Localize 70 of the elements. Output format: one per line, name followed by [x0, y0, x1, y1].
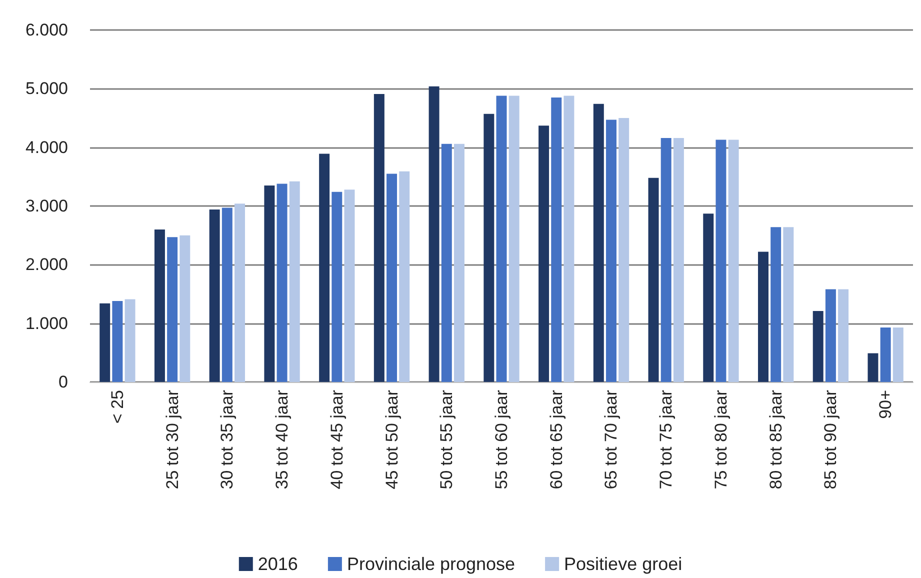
x-tick-label: 85 tot 90 jaar — [821, 390, 840, 490]
bar — [892, 327, 904, 382]
x-tick-label: 50 tot 55 jaar — [437, 390, 456, 490]
bar — [319, 154, 330, 382]
x-tick-label: 40 tot 45 jaar — [327, 390, 346, 490]
x-tick-label: 70 tot 75 jaar — [656, 390, 676, 490]
x-tick-label: 55 tot 60 jaar — [492, 390, 511, 490]
x-tick-label: 25 tot 30 jaar — [162, 390, 182, 490]
x-tick-label: 75 tot 80 jaar — [711, 390, 730, 490]
bar — [593, 104, 604, 382]
y-tick-label: 3.000 — [25, 196, 68, 216]
bar — [167, 237, 178, 382]
bar — [880, 327, 891, 382]
bar — [484, 114, 494, 382]
bar — [758, 252, 768, 382]
bar — [374, 94, 384, 382]
bar — [728, 140, 739, 382]
bar — [154, 229, 165, 382]
bar — [234, 204, 245, 382]
bar — [344, 190, 355, 382]
x-tick-label: 90+ — [876, 390, 896, 419]
bar — [812, 311, 824, 382]
y-tick-label: 6.000 — [25, 20, 68, 40]
bar — [441, 144, 452, 382]
bar — [112, 301, 123, 382]
y-tick-label: 0 — [58, 372, 68, 392]
bar — [209, 210, 220, 382]
bar — [496, 96, 507, 382]
bar — [618, 118, 630, 382]
x-tick-label: 80 tot 85 jaar — [766, 390, 786, 490]
bar — [264, 185, 275, 382]
bar — [551, 97, 562, 382]
y-tick-label: 2.000 — [25, 255, 68, 274]
x-tick-label: 60 tot 65 jaar — [546, 390, 566, 490]
bar — [332, 192, 342, 382]
y-tick-label: 4.000 — [25, 138, 68, 157]
bar — [838, 289, 849, 382]
legend-label: Provinciale prognose — [346, 554, 516, 574]
bar — [606, 120, 616, 382]
bar — [222, 208, 232, 382]
x-tick-label: 35 tot 40 jaar — [272, 390, 292, 490]
bar — [100, 303, 110, 382]
x-tick-label: 65 tot 70 jaar — [602, 390, 621, 490]
bar — [386, 174, 398, 382]
bar — [783, 227, 794, 382]
x-tick-label: 45 tot 50 jaar — [382, 390, 402, 490]
bar — [703, 214, 714, 382]
bar — [868, 353, 878, 382]
bar — [276, 184, 288, 382]
legend-label: 2016 — [258, 554, 298, 574]
x-tick-label: 30 tot 35 jaar — [218, 390, 237, 490]
bar — [648, 178, 659, 382]
bar — [399, 171, 410, 382]
y-tick-label: 1.000 — [25, 314, 68, 333]
bar — [428, 86, 440, 382]
bar — [564, 96, 574, 382]
y-tick-label: 5.000 — [25, 79, 68, 98]
x-tick-label: < 25 — [108, 390, 127, 424]
bar — [124, 299, 136, 382]
bar — [825, 289, 836, 382]
bar — [660, 138, 672, 382]
bar — [454, 144, 464, 382]
bar — [508, 96, 520, 382]
bar — [180, 235, 190, 382]
bar — [289, 181, 300, 382]
legend-label: Positieve groei — [564, 554, 682, 574]
bar — [716, 140, 726, 382]
bar — [673, 138, 684, 382]
bar — [538, 126, 550, 382]
bar — [770, 227, 782, 382]
